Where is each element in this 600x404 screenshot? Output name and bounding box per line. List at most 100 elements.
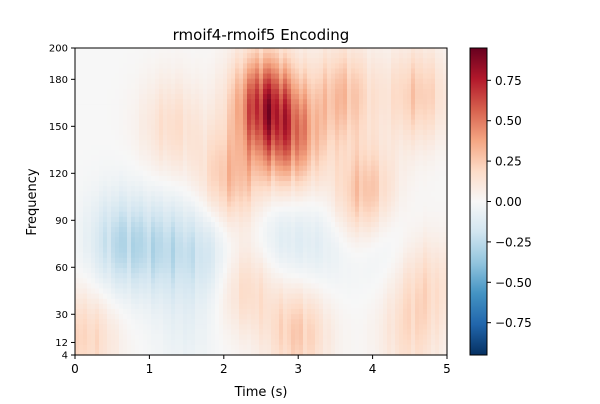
heatmap-cell xyxy=(251,247,256,254)
heatmap-cell xyxy=(223,273,228,279)
heatmap-cell xyxy=(299,221,304,228)
heatmap-cell xyxy=(87,99,92,105)
heatmap-cell xyxy=(327,232,332,238)
heatmap-cell xyxy=(171,247,176,254)
heatmap-cell xyxy=(395,293,400,300)
heatmap-cell xyxy=(375,298,380,305)
heatmap-cell xyxy=(207,104,212,110)
heatmap-cell xyxy=(183,119,188,126)
heatmap-cell xyxy=(243,119,248,126)
heatmap-cell xyxy=(199,73,204,80)
heatmap-cell xyxy=(103,53,108,59)
heatmap-cell xyxy=(211,124,216,131)
heatmap-cell xyxy=(123,324,128,331)
heatmap-cell xyxy=(171,242,176,249)
heatmap-cell xyxy=(79,308,84,315)
heatmap-cell xyxy=(219,160,224,167)
heatmap-cell xyxy=(235,242,240,249)
heatmap-cell xyxy=(299,119,304,126)
heatmap-cell xyxy=(191,232,196,238)
heatmap-cell xyxy=(139,211,144,218)
heatmap-cell xyxy=(127,221,132,228)
heatmap-cell xyxy=(347,211,352,218)
heatmap-cell xyxy=(271,308,276,315)
heatmap-cell xyxy=(123,58,128,64)
heatmap-cell xyxy=(195,237,200,244)
heatmap-cell xyxy=(219,273,224,279)
heatmap-cell xyxy=(83,155,88,162)
heatmap-cell xyxy=(279,48,284,54)
heatmap-cell xyxy=(359,237,364,244)
heatmap-cell xyxy=(187,119,192,126)
heatmap-cell xyxy=(223,83,228,90)
heatmap-cell xyxy=(347,170,352,177)
heatmap-cell xyxy=(211,308,216,315)
heatmap-cell xyxy=(315,288,320,295)
heatmap-cell xyxy=(167,58,172,64)
heatmap-cell xyxy=(111,119,116,126)
heatmap-cell xyxy=(243,339,248,346)
heatmap-cell xyxy=(387,247,392,254)
heatmap-cell xyxy=(159,94,164,100)
heatmap-cell xyxy=(107,58,112,64)
heatmap-cell xyxy=(207,150,212,157)
heatmap-cell xyxy=(323,165,328,172)
heatmap-cell xyxy=(167,201,172,208)
heatmap-cell xyxy=(223,73,228,80)
heatmap-cell xyxy=(391,63,396,70)
heatmap-cell xyxy=(339,334,344,341)
heatmap-cell xyxy=(339,216,344,223)
heatmap-cell xyxy=(135,99,140,105)
heatmap-cell xyxy=(335,206,340,213)
heatmap-cell xyxy=(367,140,372,146)
heatmap-cell xyxy=(331,196,336,203)
heatmap-cell xyxy=(379,94,384,100)
heatmap-cell xyxy=(267,247,272,254)
heatmap-cell xyxy=(183,181,188,187)
heatmap-cell xyxy=(371,119,376,126)
heatmap-cell xyxy=(151,78,156,85)
heatmap-cell xyxy=(127,201,132,208)
heatmap-cell xyxy=(387,334,392,341)
heatmap-cell xyxy=(263,88,268,95)
heatmap-cell xyxy=(79,324,84,331)
heatmap-cell xyxy=(279,94,284,100)
heatmap-cell xyxy=(159,140,164,146)
heatmap-cell xyxy=(139,283,144,290)
heatmap-cell xyxy=(227,114,232,121)
heatmap-cell xyxy=(395,257,400,264)
heatmap-cell xyxy=(319,349,324,356)
heatmap-cell xyxy=(335,175,340,182)
heatmap-cell xyxy=(231,170,236,177)
heatmap-cell xyxy=(379,329,384,336)
heatmap-cell xyxy=(179,58,184,64)
heatmap-cell xyxy=(215,145,220,151)
heatmap-cell xyxy=(107,257,112,264)
heatmap-cell xyxy=(391,349,396,356)
heatmap-cell xyxy=(379,283,384,290)
heatmap-cell xyxy=(383,134,388,141)
heatmap-cell xyxy=(347,216,352,223)
heatmap-cell xyxy=(299,175,304,182)
heatmap-cell xyxy=(351,211,356,218)
heatmap-cell xyxy=(215,48,220,54)
heatmap-cell xyxy=(383,181,388,187)
heatmap-cell xyxy=(259,119,264,126)
heatmap-cell xyxy=(355,94,360,100)
heatmap-cell xyxy=(203,298,208,305)
heatmap-cell xyxy=(399,53,404,59)
heatmap-cell xyxy=(287,170,292,177)
heatmap-cell xyxy=(195,293,200,300)
heatmap-cell xyxy=(295,344,300,351)
heatmap-cell xyxy=(387,145,392,151)
heatmap-cell xyxy=(119,63,124,70)
heatmap-cell xyxy=(99,73,104,80)
heatmap-cell xyxy=(195,298,200,305)
heatmap-cell xyxy=(239,278,244,284)
heatmap-cell xyxy=(291,319,296,325)
heatmap-cell xyxy=(387,216,392,223)
heatmap-cell xyxy=(107,94,112,100)
heatmap-cell xyxy=(115,242,120,249)
heatmap-cell xyxy=(387,160,392,167)
